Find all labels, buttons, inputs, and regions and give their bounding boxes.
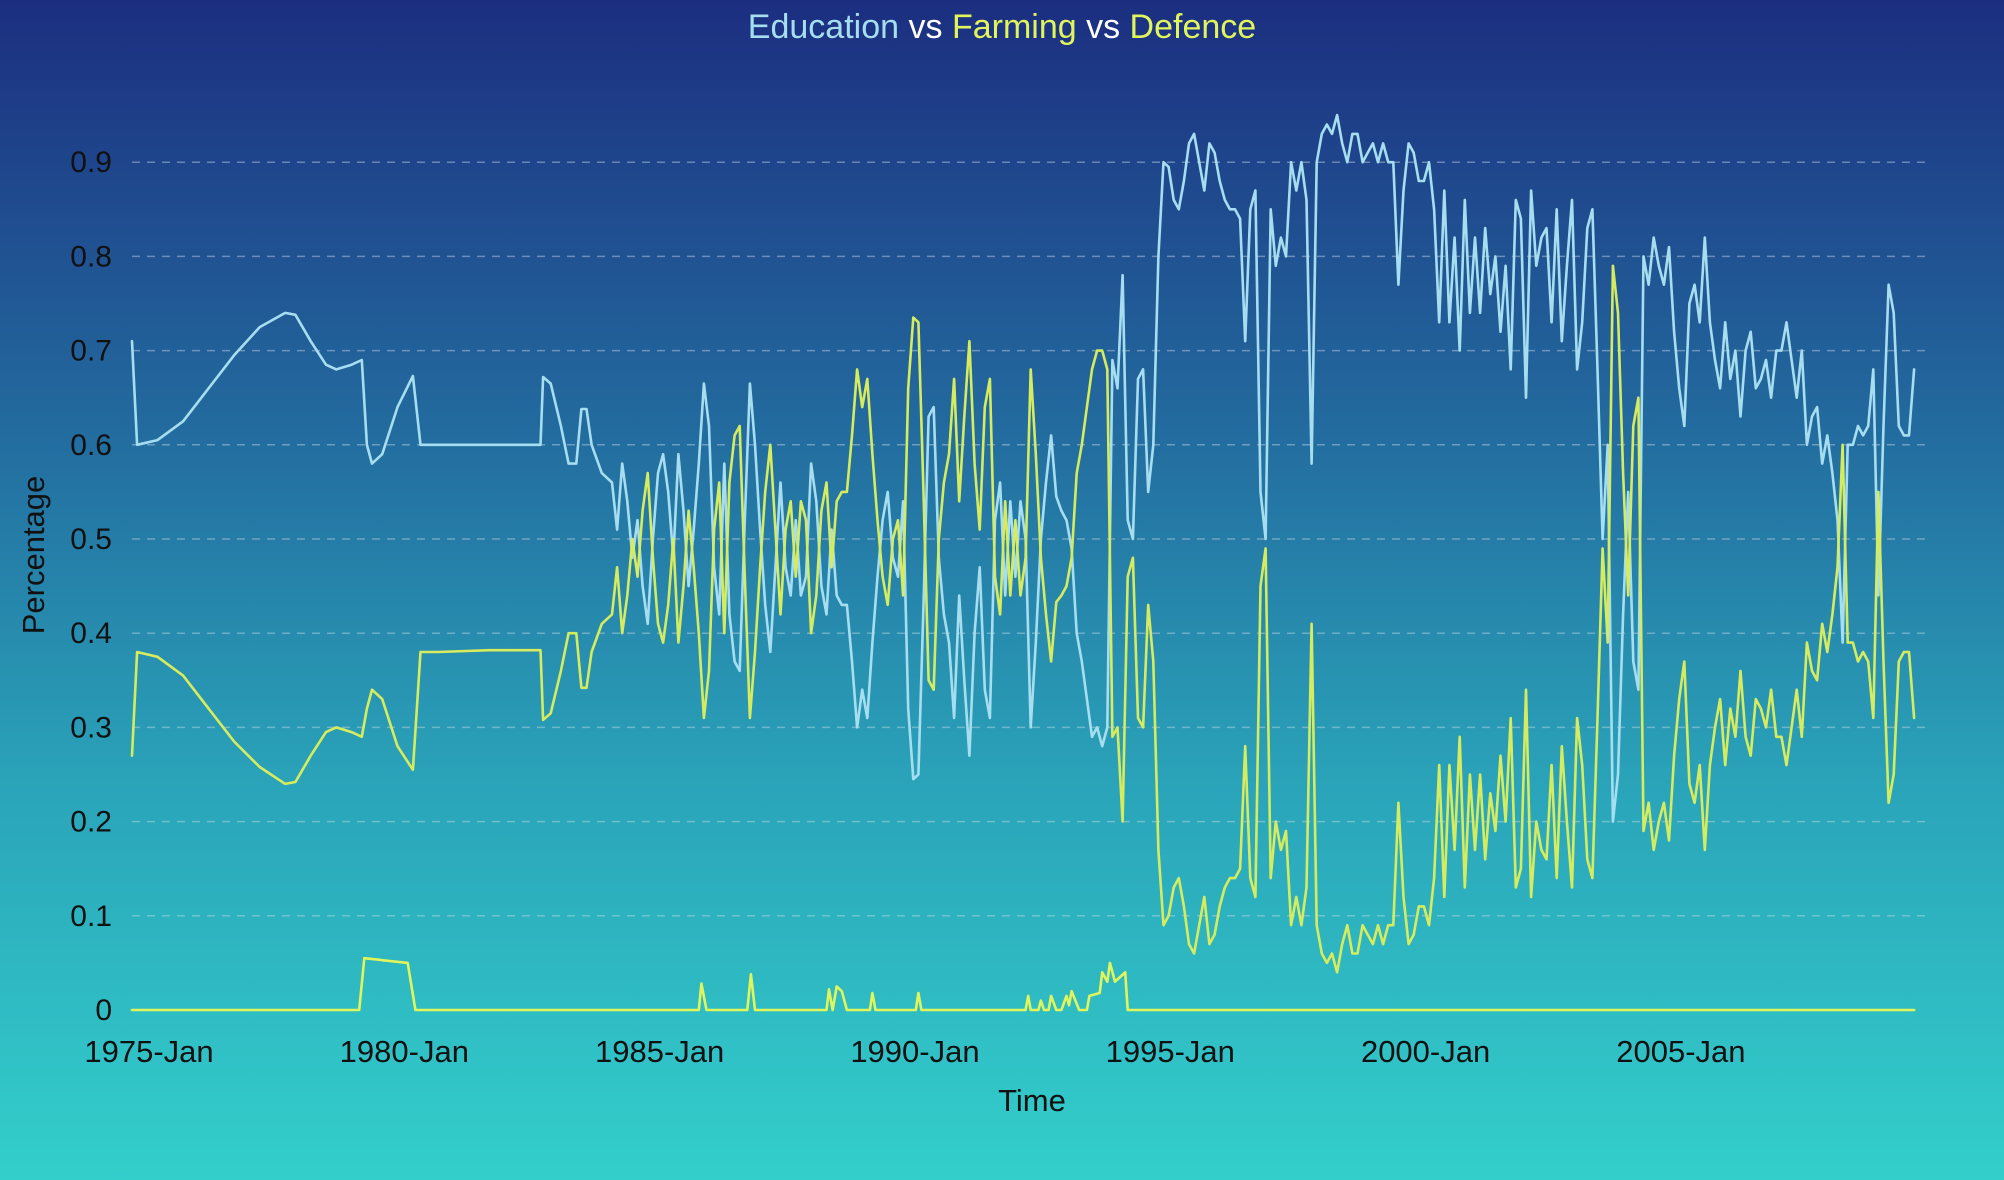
x-tick-label-0: 1975-Jan	[84, 1034, 213, 1069]
y-tick-label-0: 0	[95, 994, 112, 1027]
y-tick-label-4: 0.4	[70, 617, 112, 650]
title-part-0: Education	[747, 8, 900, 46]
y-axis: 0 0.1 0.2 0.3 0.4 0.5 0.6 0.7 0.8 0.9	[70, 146, 112, 1027]
x-tick-label-3: 1990-Jan	[850, 1034, 979, 1069]
y-tick-label-3: 0.3	[70, 711, 112, 744]
y-tick-label-1: 0.1	[70, 900, 112, 933]
x-axis-title: Time	[998, 1083, 1066, 1118]
y-tick-label-5: 0.5	[70, 523, 112, 556]
x-tick-label-5: 2000-Jan	[1361, 1034, 1490, 1069]
x-tick-label-1: 1980-Jan	[340, 1034, 469, 1069]
title-part-3: vs	[1076, 8, 1130, 46]
y-axis-title: Percentage	[16, 476, 51, 635]
y-tick-label-2: 0.2	[70, 806, 112, 839]
y-tick-label-9: 0.9	[70, 146, 112, 179]
title-part-1: vs	[899, 8, 952, 46]
series-layer	[130, 113, 1916, 1012]
title-part-2: Farming	[951, 8, 1077, 46]
y-tick-label-8: 0.8	[70, 240, 112, 273]
chart-title: Education vs Farming vs Defence	[0, 8, 2004, 47]
x-tick-label-2: 1985-Jan	[595, 1034, 724, 1069]
title-part-4: Defence	[1129, 8, 1257, 46]
x-tick-label-4: 1995-Jan	[1106, 1034, 1235, 1069]
y-tick-label-6: 0.6	[70, 429, 112, 462]
series-line-education	[130, 113, 1916, 823]
series-line-defence	[130, 956, 1916, 1012]
x-axis: 1975-Jan 1980-Jan 1985-Jan 1990-Jan 1995-Jan…	[84, 1034, 1745, 1069]
series-line-farming	[130, 264, 1916, 974]
x-tick-label-6: 2005-Jan	[1616, 1034, 1745, 1069]
y-tick-label-7: 0.7	[70, 335, 112, 368]
